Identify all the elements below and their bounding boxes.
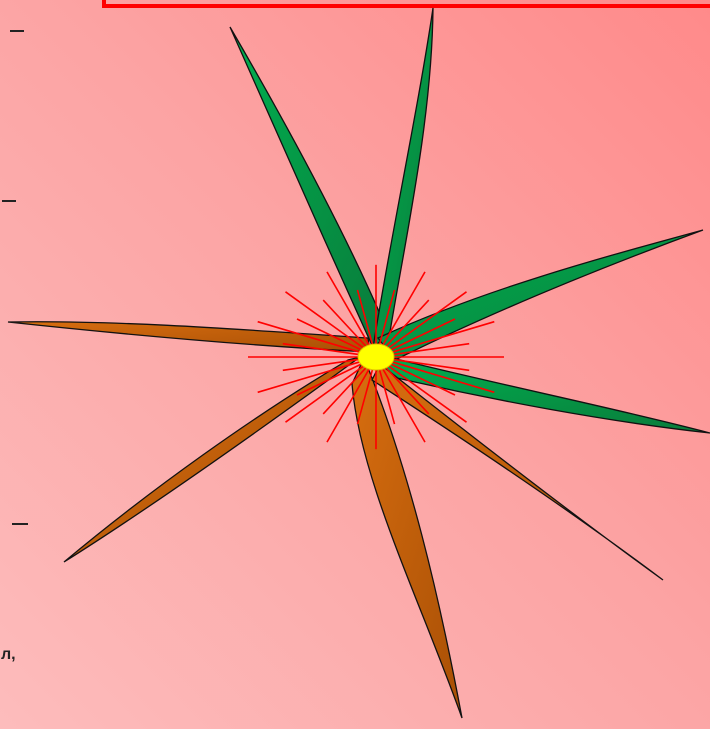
burst-ray — [384, 359, 495, 394]
burst-ray — [257, 320, 368, 355]
brown-petal-bottom — [351, 356, 463, 719]
burst-ray — [285, 291, 370, 353]
burst-ray — [322, 362, 371, 415]
partial-text-fragment: л, — [1, 646, 16, 663]
burst-ray — [383, 318, 456, 354]
burst-ray — [296, 360, 369, 396]
burst-ray — [326, 271, 373, 351]
burst-ray — [377, 289, 396, 351]
green-petal-upper-left — [229, 26, 388, 354]
dash-mark-2 — [2, 200, 16, 202]
burst-ray — [381, 299, 430, 352]
center-dot — [357, 343, 395, 371]
green-petal-right — [376, 229, 704, 361]
burst-ray — [296, 318, 369, 354]
brown-petal-lower-left — [63, 356, 361, 563]
burst-ray — [384, 320, 495, 355]
burst-ray — [382, 361, 467, 423]
title-frame — [102, 0, 710, 8]
burst-ray — [326, 363, 373, 443]
burst-ray — [385, 357, 470, 372]
dash-mark-3 — [12, 523, 28, 525]
brown-petal-left — [7, 321, 371, 353]
burst-ray — [356, 363, 375, 425]
brown-petal-lower-right — [371, 362, 664, 581]
burst-ray — [383, 360, 456, 396]
burst-ray — [377, 363, 396, 425]
dash-mark-1 — [10, 30, 24, 32]
green-petal-top — [372, 7, 434, 350]
burst-ray — [282, 357, 367, 372]
burst-ray — [285, 361, 370, 423]
burst-ray — [282, 342, 367, 357]
burst-ray — [379, 363, 426, 443]
green-petal-lower-right — [379, 355, 710, 434]
burst-ray — [382, 291, 467, 353]
burst-ray — [385, 342, 470, 357]
burst-ray — [379, 271, 426, 351]
burst-ray — [322, 299, 371, 352]
burst-rays — [248, 264, 504, 450]
burst-ray — [381, 362, 430, 415]
burst-ray — [356, 289, 375, 351]
burst-ray — [257, 359, 368, 394]
